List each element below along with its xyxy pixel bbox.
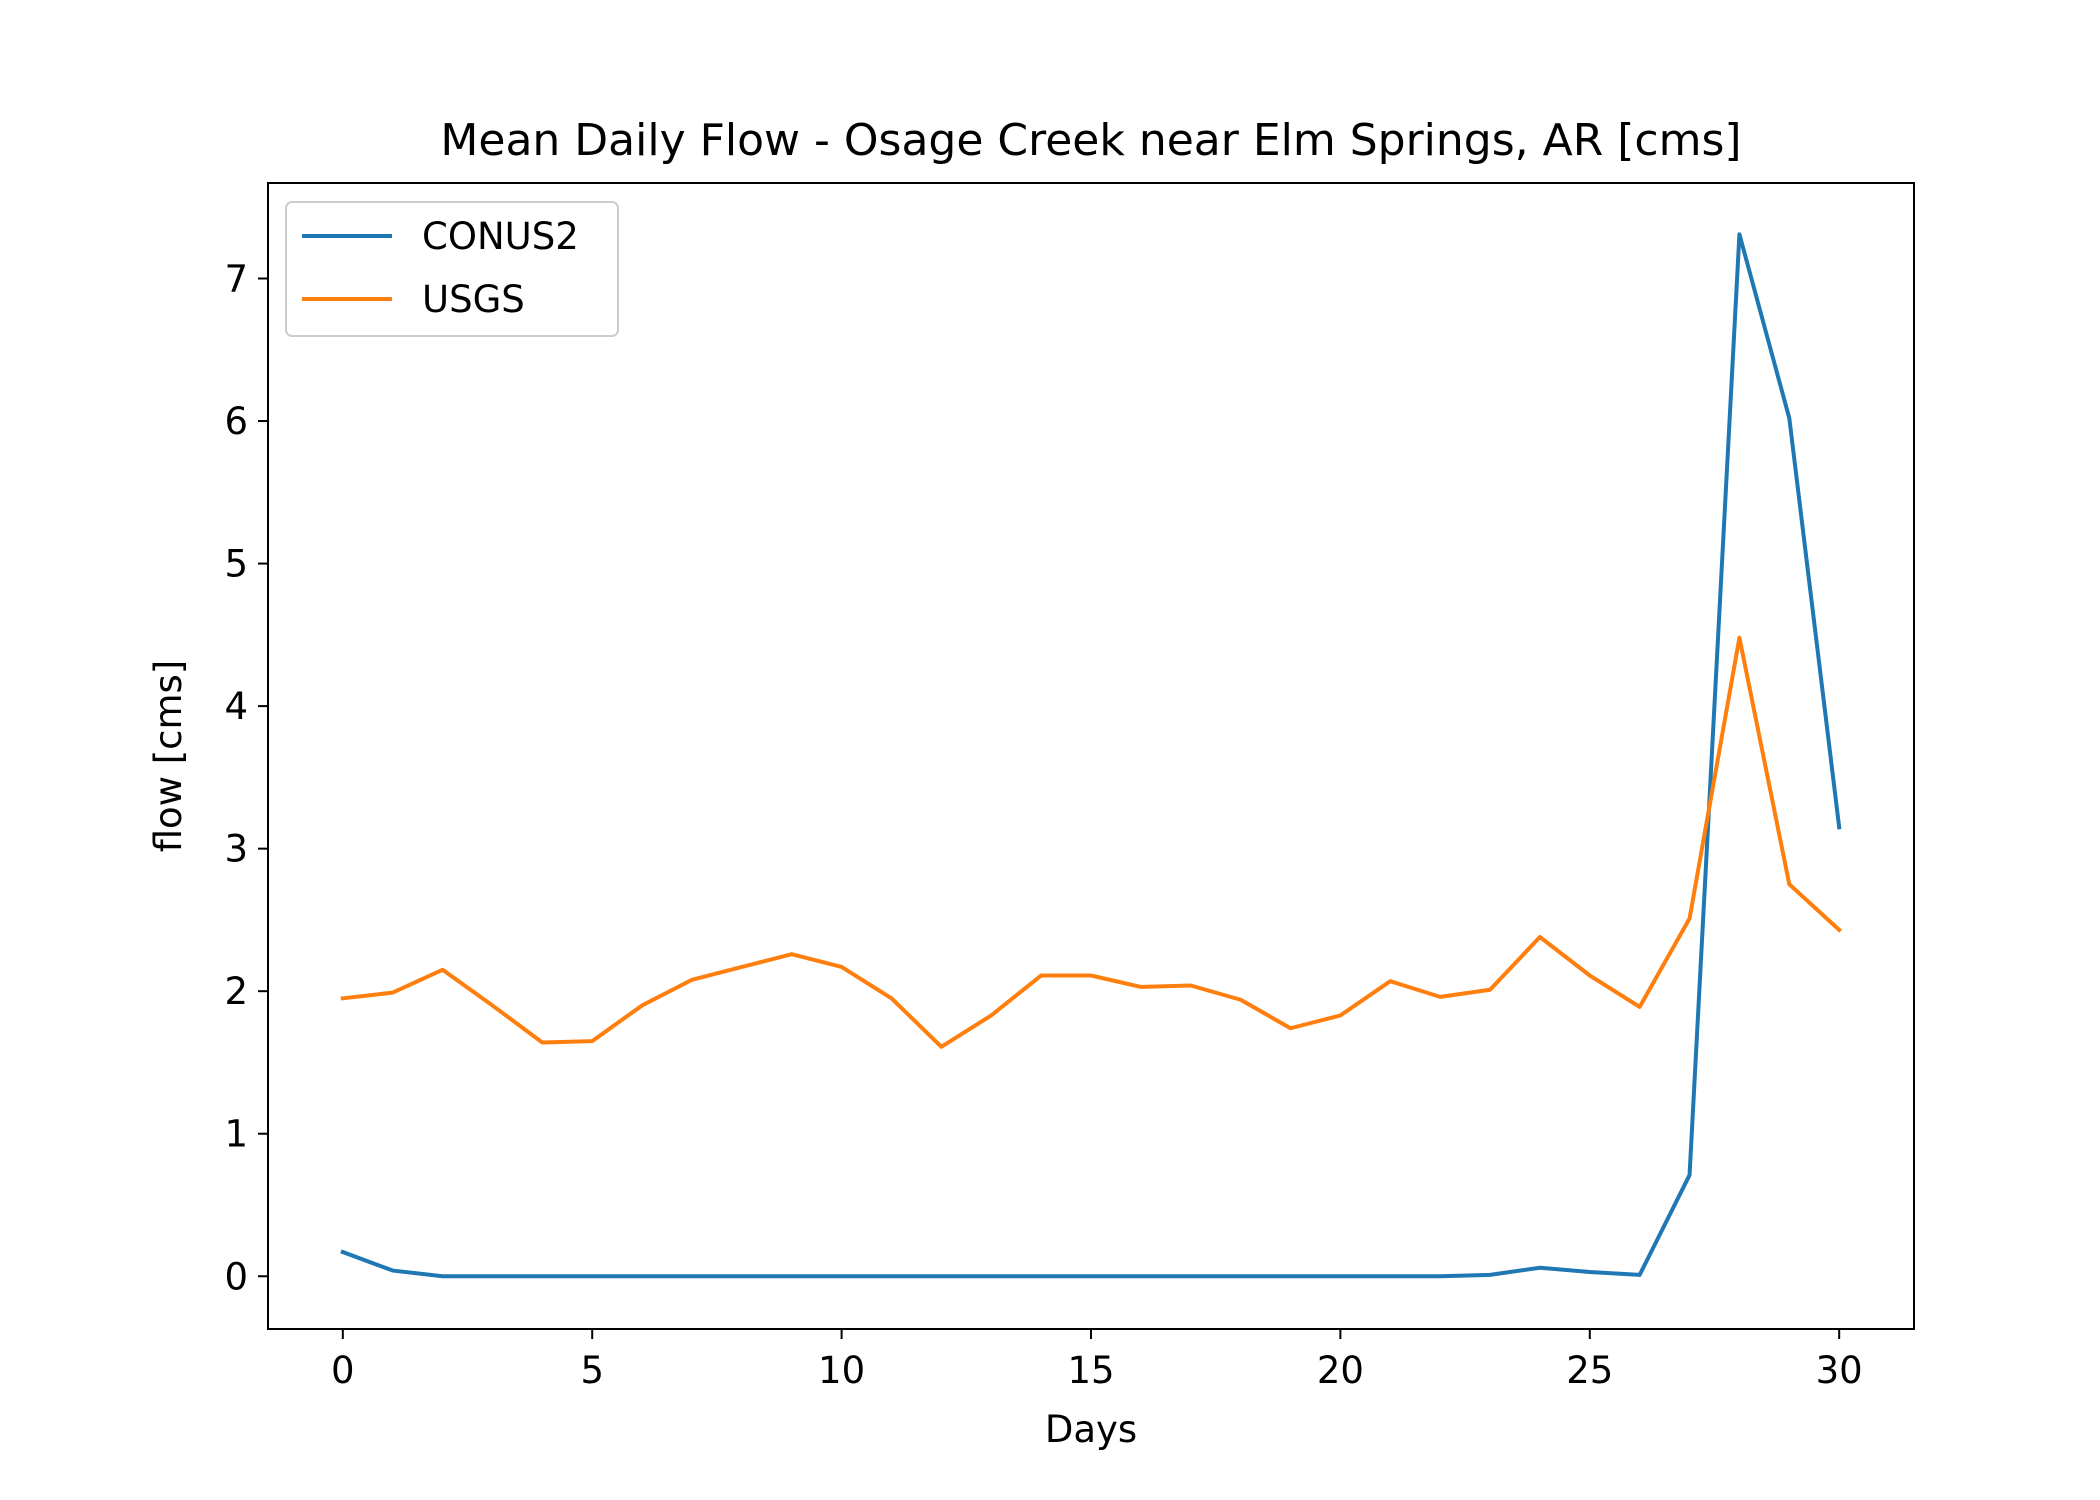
x-tick-label: 5 <box>580 1349 604 1392</box>
x-tick-label: 10 <box>818 1349 865 1392</box>
chart-title: Mean Daily Flow - Osage Creek near Elm S… <box>440 115 1741 166</box>
y-axis: 0 1 2 3 4 5 6 7 <box>224 258 268 1298</box>
legend-label-usgs: USGS <box>422 278 525 321</box>
legend: CONUS2 USGS <box>285 201 619 337</box>
y-axis-title: flow [cms] <box>147 660 190 853</box>
y-tick-label: 2 <box>224 970 248 1013</box>
x-tick-label: 20 <box>1317 1349 1364 1392</box>
plot-series <box>340 232 1843 1279</box>
legend-label-conus2: CONUS2 <box>422 215 579 258</box>
y-tick-label: 5 <box>224 543 248 586</box>
series-line-conus2 <box>340 232 1842 1279</box>
x-tick-label: 15 <box>1067 1349 1114 1392</box>
y-tick-label: 4 <box>224 685 248 728</box>
y-tick-label: 6 <box>224 400 248 443</box>
x-axis: 0 5 10 15 20 25 30 <box>331 1329 1863 1392</box>
plot-frame <box>267 182 1915 1330</box>
x-tick-label: 0 <box>331 1349 355 1392</box>
series-line-usgs <box>340 635 1843 1049</box>
y-tick-label: 0 <box>224 1255 248 1298</box>
y-tick-label: 7 <box>224 258 248 301</box>
y-tick-label: 1 <box>224 1113 248 1156</box>
y-tick-label: 3 <box>224 828 248 871</box>
x-tick-label: 30 <box>1816 1349 1863 1392</box>
x-axis-title: Days <box>1045 1408 1137 1451</box>
x-tick-label: 25 <box>1566 1349 1613 1392</box>
